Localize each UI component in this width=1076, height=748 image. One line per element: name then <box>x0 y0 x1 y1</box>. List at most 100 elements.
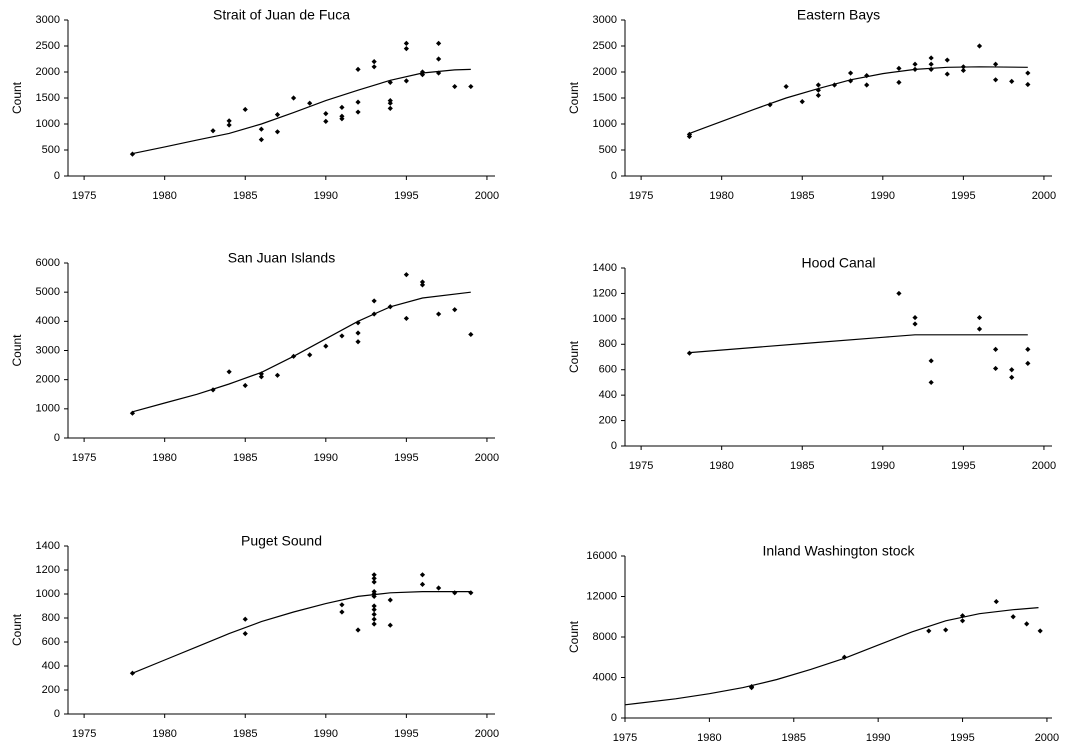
y-tick-label: 1000 <box>36 588 60 600</box>
y-tick-label: 400 <box>599 389 617 401</box>
data-point <box>993 61 999 67</box>
x-tick-label: 1985 <box>233 452 257 464</box>
data-point <box>452 590 458 596</box>
y-tick-label: 1400 <box>593 262 617 274</box>
y-tick-label: 8000 <box>593 631 617 643</box>
data-point <box>403 46 409 52</box>
data-point <box>944 71 950 77</box>
y-tick-label: 3000 <box>36 14 60 26</box>
data-point <box>419 581 426 587</box>
x-tick-label: 1995 <box>950 732 974 744</box>
data-point <box>419 279 426 285</box>
x-tick-label: 1975 <box>629 460 653 472</box>
data-point <box>323 118 329 124</box>
data-point <box>355 330 361 336</box>
data-point <box>912 61 918 67</box>
x-tick-label: 2000 <box>475 728 499 740</box>
data-point <box>912 66 918 72</box>
y-tick-label: 0 <box>54 170 60 182</box>
y-tick-label: 1000 <box>593 313 617 325</box>
data-point <box>993 598 999 605</box>
x-tick-label: 1985 <box>790 460 814 472</box>
data-point <box>307 100 313 106</box>
data-point <box>1025 360 1031 366</box>
data-point <box>1009 78 1015 84</box>
data-point <box>943 627 949 633</box>
x-tick-label: 1990 <box>871 460 895 472</box>
data-point <box>258 126 264 132</box>
fit-curve <box>624 607 1039 706</box>
fit-curve <box>132 68 471 155</box>
y-axis-label: Count <box>567 340 581 373</box>
data-point <box>371 603 377 609</box>
x-tick-label: 1990 <box>871 190 895 202</box>
data-point <box>226 369 232 375</box>
y-tick-label: 800 <box>42 612 60 624</box>
x-tick-label: 1975 <box>72 728 96 740</box>
y-tick-label: 6000 <box>36 257 60 269</box>
data-point <box>371 621 377 627</box>
data-point <box>815 92 821 98</box>
x-tick-label: 1990 <box>866 732 890 744</box>
data-point <box>468 331 474 338</box>
data-point <box>371 298 377 304</box>
data-point <box>387 304 393 310</box>
data-point <box>864 82 870 88</box>
data-point <box>686 131 693 137</box>
y-tick-label: 200 <box>599 414 617 426</box>
y-tick-label: 0 <box>611 440 617 452</box>
data-point <box>403 315 409 322</box>
data-point <box>847 70 854 76</box>
data-point <box>993 365 999 372</box>
chart-title: Puget Sound <box>241 533 322 549</box>
data-point <box>783 83 789 90</box>
data-point <box>815 87 821 93</box>
x-tick-label: 1980 <box>152 452 176 464</box>
data-point <box>274 372 281 378</box>
data-point <box>403 78 409 84</box>
data-point <box>129 410 136 416</box>
data-point <box>290 95 297 101</box>
x-tick-label: 1975 <box>629 190 653 202</box>
y-tick-label: 600 <box>42 636 60 648</box>
x-tick-label: 2000 <box>475 452 499 464</box>
data-point <box>1025 70 1031 76</box>
data-point <box>242 106 248 113</box>
y-tick-label: 800 <box>599 338 617 350</box>
y-tick-label: 2000 <box>36 66 60 78</box>
data-point <box>403 272 409 278</box>
data-point <box>799 99 805 105</box>
x-tick-label: 1985 <box>782 732 806 744</box>
data-point <box>355 339 361 345</box>
data-point <box>419 572 426 578</box>
data-point <box>419 69 426 75</box>
x-tick-label: 1990 <box>314 452 338 464</box>
data-point <box>1024 621 1030 627</box>
data-point <box>355 109 361 115</box>
data-point <box>993 77 999 83</box>
data-point <box>912 314 918 321</box>
data-point <box>387 597 393 603</box>
data-point <box>339 113 345 119</box>
data-point <box>210 128 216 134</box>
data-point <box>371 579 377 585</box>
chart-title: Hood Canal <box>802 255 876 271</box>
fit-curve <box>132 291 471 413</box>
fit-curve <box>689 334 1028 354</box>
y-axis-label: Count <box>10 81 24 114</box>
data-point <box>371 611 377 617</box>
data-point <box>129 670 136 676</box>
x-tick-label: 1985 <box>790 190 814 202</box>
data-point <box>387 98 393 104</box>
y-tick-label: 200 <box>42 684 60 696</box>
y-tick-label: 4000 <box>593 671 617 683</box>
data-point <box>387 105 393 111</box>
data-point <box>468 83 474 90</box>
y-tick-label: 16000 <box>586 550 617 562</box>
data-point <box>242 382 248 389</box>
data-point <box>815 82 821 88</box>
data-point <box>403 40 409 46</box>
y-tick-label: 500 <box>599 144 617 156</box>
y-tick-label: 2500 <box>36 40 60 52</box>
